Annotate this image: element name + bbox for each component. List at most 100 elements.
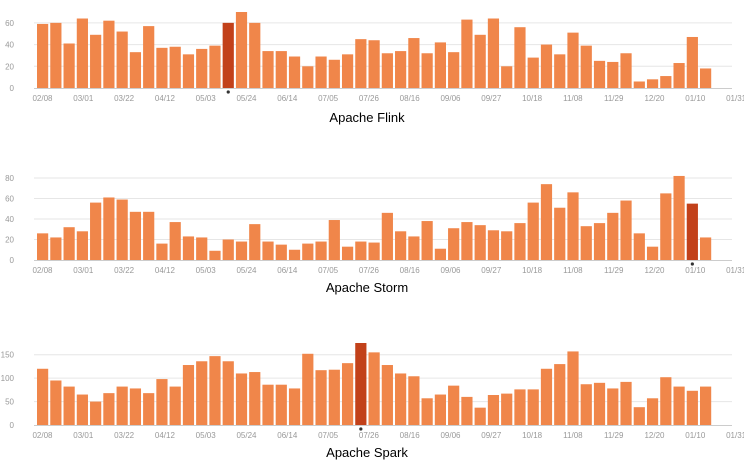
bar[interactable]	[381, 365, 393, 425]
bar[interactable]	[381, 53, 393, 88]
bar[interactable]	[169, 222, 181, 260]
bar[interactable]	[487, 18, 500, 88]
bar[interactable]	[302, 353, 314, 425]
bar[interactable]	[395, 51, 407, 88]
highlighted-bar[interactable]	[686, 203, 698, 261]
bar[interactable]	[646, 246, 659, 260]
bar[interactable]	[249, 224, 261, 261]
bar[interactable]	[169, 46, 181, 88]
bar[interactable]	[673, 63, 685, 88]
bar[interactable]	[315, 241, 327, 260]
bar[interactable]	[262, 51, 274, 88]
bar[interactable]	[593, 60, 606, 88]
bar[interactable]	[222, 361, 234, 425]
bar[interactable]	[395, 231, 407, 260]
bar[interactable]	[633, 407, 645, 425]
bar[interactable]	[249, 372, 261, 425]
bar[interactable]	[514, 389, 526, 425]
bar[interactable]	[50, 237, 62, 260]
bar[interactable]	[474, 407, 486, 425]
bar[interactable]	[395, 373, 407, 425]
bar[interactable]	[461, 222, 473, 260]
bar[interactable]	[633, 233, 645, 260]
bar[interactable]	[76, 18, 88, 88]
bar[interactable]	[527, 202, 539, 260]
bar[interactable]	[487, 395, 500, 425]
bar[interactable]	[90, 202, 102, 260]
bar[interactable]	[700, 386, 712, 425]
bar[interactable]	[673, 175, 685, 260]
bar[interactable]	[355, 241, 367, 260]
bar[interactable]	[156, 379, 168, 425]
bar[interactable]	[700, 237, 712, 260]
bar[interactable]	[302, 243, 314, 260]
bar[interactable]	[143, 393, 155, 425]
bar[interactable]	[368, 352, 380, 425]
bar[interactable]	[275, 384, 287, 425]
bar[interactable]	[288, 388, 301, 425]
bar[interactable]	[182, 365, 195, 425]
bar[interactable]	[209, 250, 221, 260]
bar[interactable]	[527, 389, 539, 425]
bar[interactable]	[646, 79, 659, 88]
bar[interactable]	[660, 76, 672, 88]
bar[interactable]	[474, 34, 486, 88]
bar[interactable]	[686, 36, 698, 88]
bar[interactable]	[288, 56, 301, 88]
bar[interactable]	[235, 241, 248, 260]
bar[interactable]	[580, 45, 592, 88]
bar[interactable]	[196, 237, 208, 260]
bar[interactable]	[143, 26, 155, 88]
bar[interactable]	[434, 42, 446, 88]
bar[interactable]	[235, 12, 248, 88]
bar[interactable]	[620, 381, 632, 425]
bar[interactable]	[169, 386, 181, 425]
bar[interactable]	[434, 394, 446, 425]
bar[interactable]	[673, 386, 685, 425]
bar[interactable]	[63, 43, 75, 88]
bar[interactable]	[341, 246, 354, 260]
bar[interactable]	[50, 380, 62, 425]
bar[interactable]	[540, 44, 553, 88]
bar[interactable]	[567, 351, 579, 425]
bar[interactable]	[209, 356, 221, 425]
bar[interactable]	[620, 200, 632, 260]
bar[interactable]	[103, 197, 115, 260]
bar[interactable]	[50, 22, 62, 88]
bar[interactable]	[514, 27, 526, 88]
bar[interactable]	[262, 241, 274, 260]
bar[interactable]	[116, 199, 128, 260]
bar[interactable]	[540, 368, 553, 425]
bar[interactable]	[540, 184, 553, 260]
bar[interactable]	[37, 23, 49, 88]
bar[interactable]	[700, 68, 712, 88]
bar[interactable]	[288, 249, 301, 260]
bar[interactable]	[103, 20, 115, 88]
bar[interactable]	[90, 34, 102, 88]
bar[interactable]	[156, 47, 168, 88]
bar[interactable]	[461, 396, 473, 425]
bar[interactable]	[328, 369, 340, 425]
bar[interactable]	[421, 53, 433, 88]
bar[interactable]	[63, 227, 75, 260]
bar[interactable]	[76, 394, 88, 425]
bar[interactable]	[514, 223, 526, 260]
bar[interactable]	[182, 54, 195, 88]
highlighted-bar[interactable]	[355, 343, 367, 425]
bar[interactable]	[315, 56, 327, 88]
bar[interactable]	[501, 231, 513, 260]
bar[interactable]	[448, 385, 460, 425]
highlighted-bar[interactable]	[222, 22, 234, 88]
bar[interactable]	[222, 239, 234, 261]
bar[interactable]	[341, 363, 354, 425]
bar[interactable]	[302, 66, 314, 88]
bar[interactable]	[461, 19, 473, 89]
bar[interactable]	[103, 393, 115, 425]
bar[interactable]	[554, 364, 566, 425]
bar[interactable]	[262, 384, 274, 425]
bar[interactable]	[143, 211, 155, 260]
bar[interactable]	[381, 212, 393, 260]
bar[interactable]	[448, 52, 460, 88]
bar[interactable]	[501, 66, 513, 88]
bar[interactable]	[527, 57, 539, 88]
